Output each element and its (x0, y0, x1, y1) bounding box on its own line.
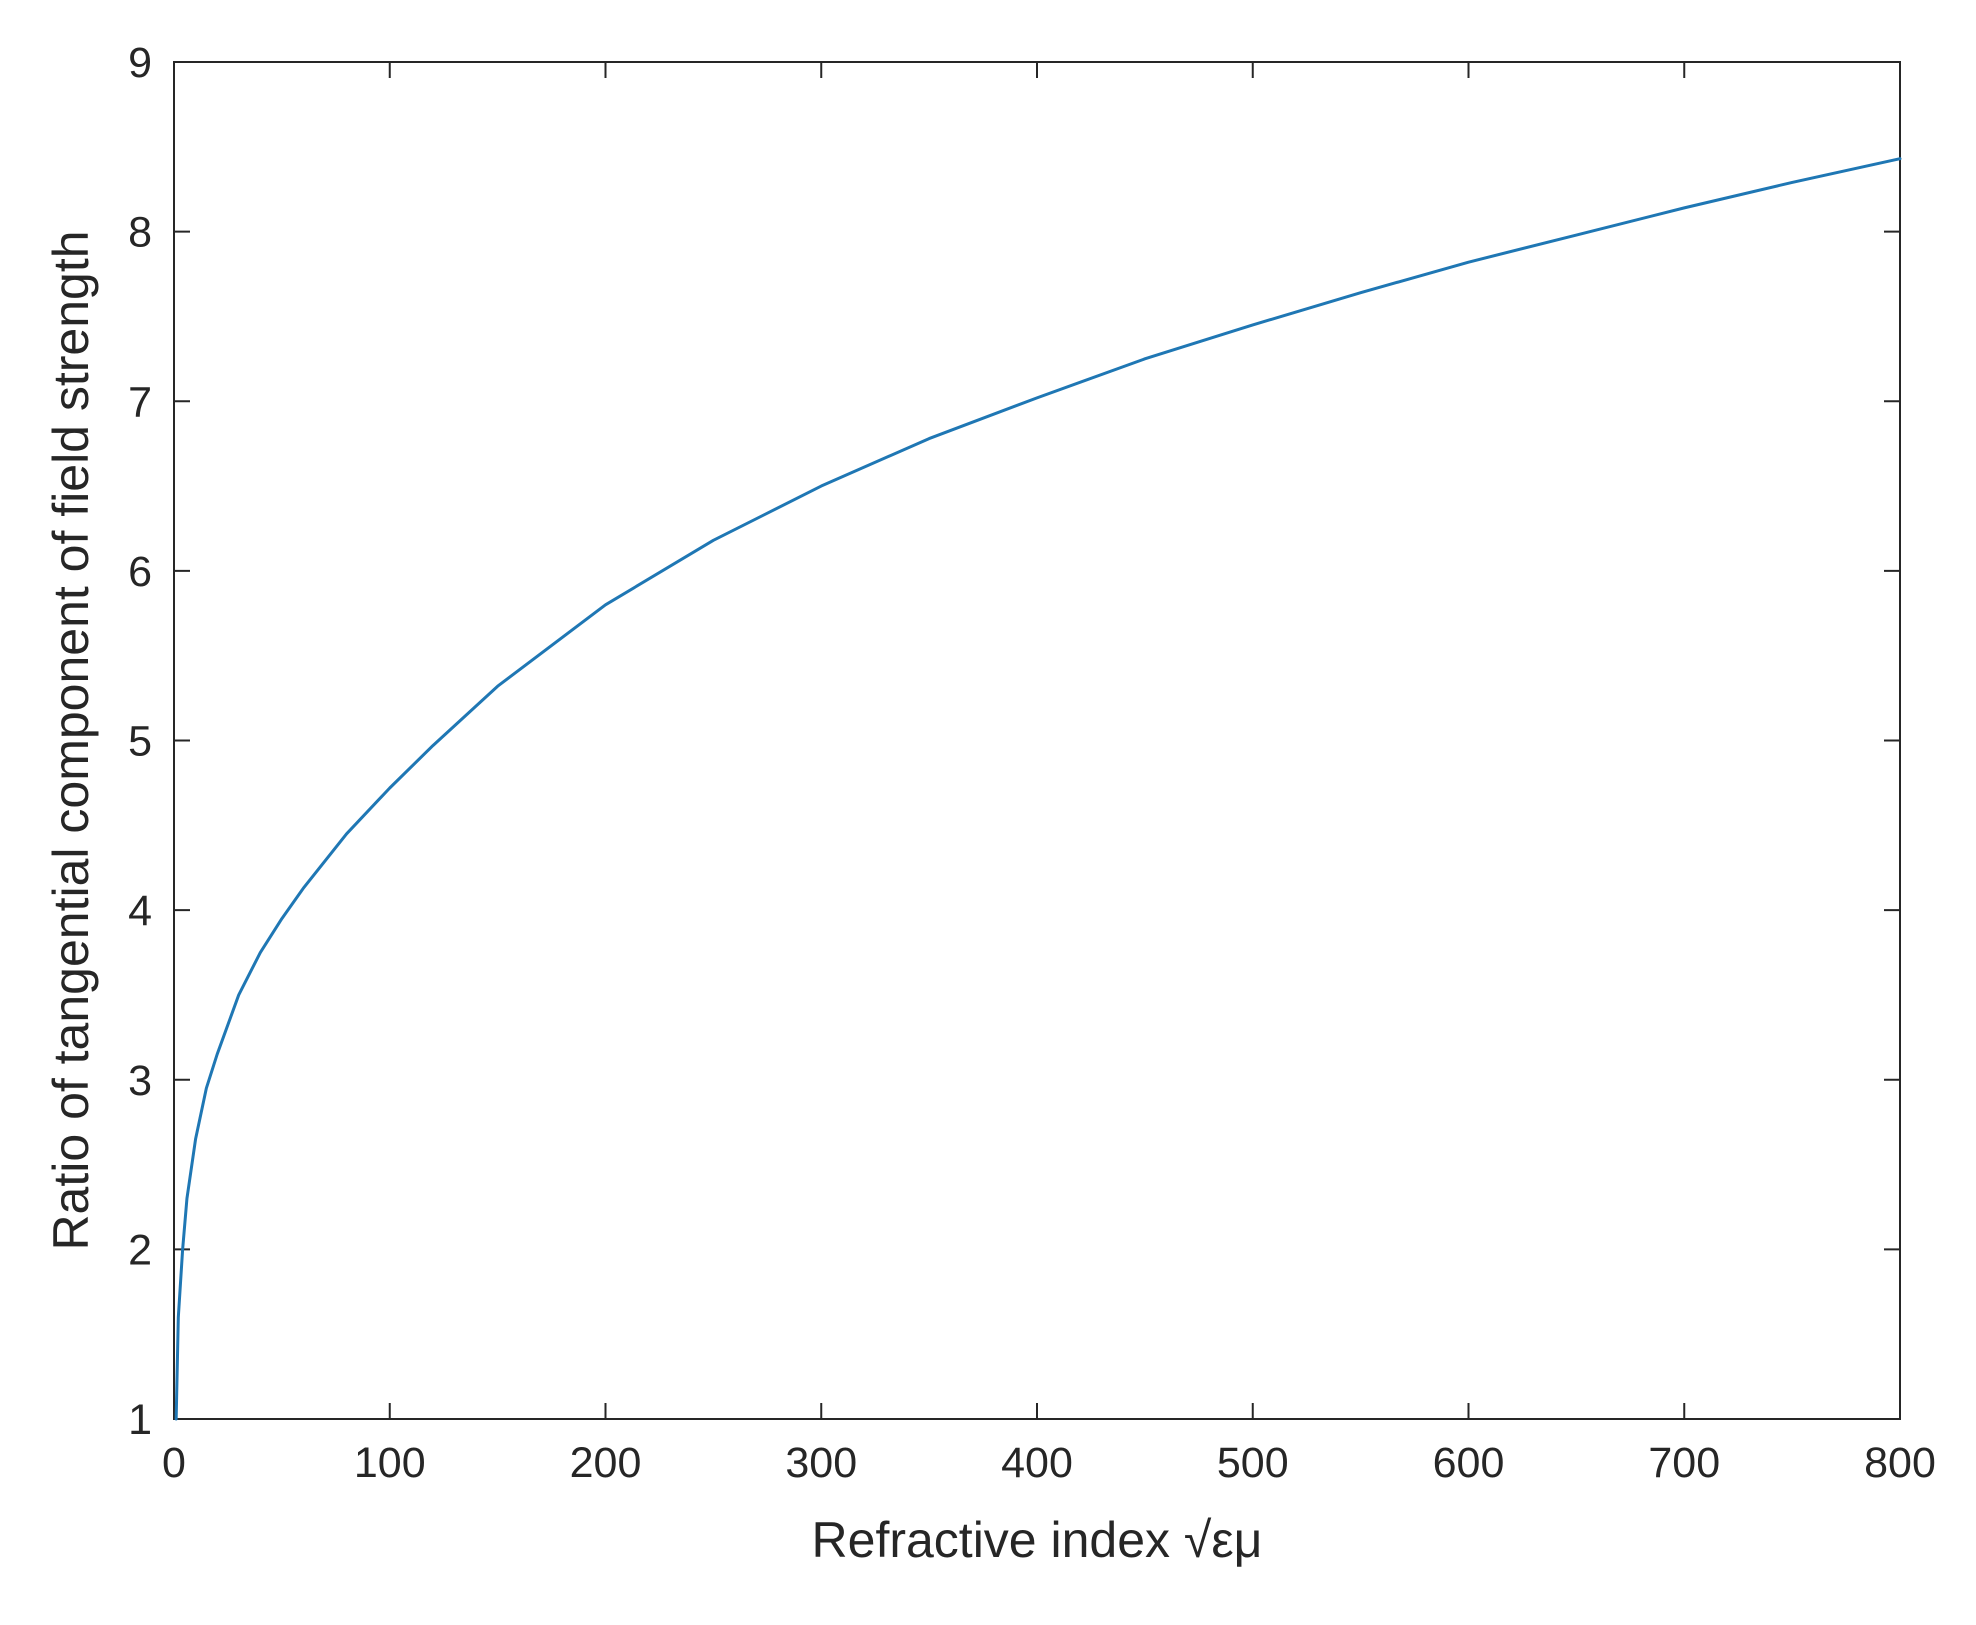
plot-area: 0 100 200 300 400 500 600 700 800 1 2 3 4 5 6 7 8 9 (128, 39, 1936, 1487)
y-tick-label: 5 (128, 718, 152, 766)
y-tick-label: 4 (128, 887, 152, 935)
y-tick-label: 8 (128, 209, 152, 257)
x-tick-label: 300 (785, 1439, 857, 1487)
series-line (174, 157, 1902, 1421)
x-tick-label: 500 (1217, 1439, 1289, 1487)
x-tick-label: 400 (1001, 1439, 1073, 1487)
x-axis-title: Refractive index √εμ (812, 1512, 1263, 1568)
x-tick-label: 100 (354, 1439, 426, 1487)
x-tick-label: 600 (1433, 1439, 1505, 1487)
y-tick-label: 9 (128, 39, 152, 87)
y-tick-label: 2 (128, 1226, 152, 1274)
y-axis-title: Ratio of tangential component of field s… (43, 230, 99, 1250)
y-tick-label: 1 (128, 1396, 152, 1444)
x-tick-label: 200 (570, 1439, 642, 1487)
y-tick-label: 7 (128, 378, 152, 426)
x-tick-label: 0 (162, 1439, 186, 1487)
x-tick-label: 700 (1648, 1439, 1720, 1487)
x-tick-label: 800 (1864, 1439, 1936, 1487)
y-tick-label: 6 (128, 548, 152, 596)
y-tick-label: 3 (128, 1057, 152, 1105)
